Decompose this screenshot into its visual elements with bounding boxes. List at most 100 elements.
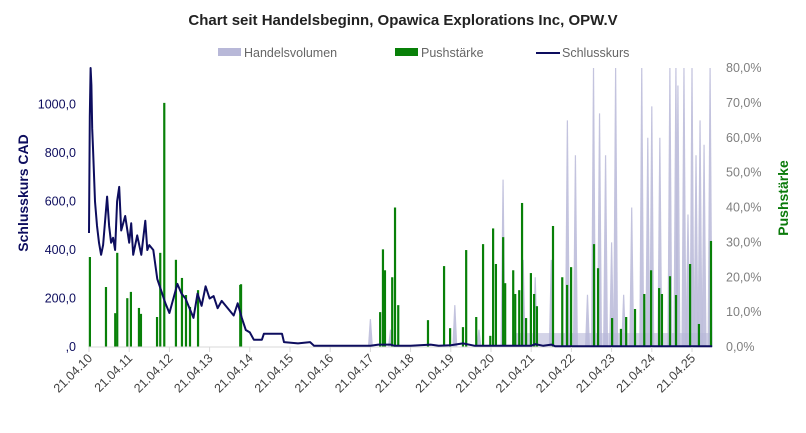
push-bar: [565, 284, 569, 347]
push-bar: [660, 293, 664, 347]
price-line: [88, 67, 713, 348]
push-bar: [114, 313, 117, 347]
right-tick-label: 80,0%: [726, 61, 761, 75]
push-bar: [514, 293, 517, 347]
push-bar: [518, 290, 521, 347]
push-bar: [592, 244, 596, 347]
right-tick-label: 70,0%: [726, 96, 761, 110]
push-bar: [569, 267, 573, 347]
push-bar: [383, 270, 387, 347]
volume-bar: [693, 155, 699, 347]
legend-swatch-push: [395, 48, 418, 56]
volume-bar: [572, 155, 578, 347]
push-bar: [502, 237, 505, 347]
x-tick-label: 21.04.21: [493, 351, 537, 395]
push-bar: [643, 293, 646, 347]
push-bar: [697, 323, 701, 347]
push-bar: [442, 266, 446, 347]
push-bar: [633, 308, 637, 347]
x-tick-label: 21.04.15: [252, 351, 296, 395]
push-bar: [709, 240, 713, 347]
push-bar: [126, 298, 129, 347]
push-bar: [381, 249, 385, 347]
push-bar: [524, 318, 528, 347]
x-tick-label: 21.04.10: [51, 351, 95, 395]
volume-bar: [639, 68, 645, 347]
x-tick-label: 21.04.18: [372, 351, 416, 395]
plot-area: ,0 200,0 400,0 600,0 800,0 1000,0 0,0% 10,0% 20,…: [38, 61, 762, 396]
left-tick-label: 1000,0: [38, 97, 76, 111]
x-tick-label: 21.04.24: [614, 351, 658, 395]
x-tick-label: 21.04.13: [171, 351, 215, 395]
chart-title: Chart seit Handelsbeginn, Opawica Explor…: [188, 12, 617, 29]
x-tick-label: 21.04.25: [654, 351, 698, 395]
push-bar: [668, 276, 672, 347]
volume-bar: [629, 207, 635, 347]
volume-bar: [452, 305, 458, 347]
push-bar: [139, 313, 143, 347]
x-tick-label: 21.04.20: [453, 351, 497, 395]
volume-bar: [613, 68, 619, 347]
push-bar: [475, 317, 478, 347]
push-bar: [155, 317, 159, 347]
push-bar: [174, 259, 178, 347]
left-tick-label: ,0: [66, 340, 76, 354]
push-bar: [88, 257, 92, 347]
volume-bar: [701, 144, 707, 347]
push-bar: [397, 305, 400, 347]
push-bar: [129, 291, 133, 347]
x-tick-label: 21.04.17: [332, 351, 376, 395]
push-bar: [649, 270, 653, 347]
legend-swatch-volume: [218, 48, 241, 56]
x-tick-label: 21.04.23: [573, 351, 617, 395]
push-bar: [137, 307, 141, 347]
right-axis-title: Pushstärke: [775, 160, 791, 236]
volume-bar: [367, 319, 373, 347]
legend-label-volume: Handelsvolumen: [244, 46, 337, 60]
push-bar: [492, 228, 495, 347]
push-bar: [104, 287, 108, 347]
push-bar: [561, 277, 564, 347]
push-bar: [116, 252, 119, 347]
push-bar: [379, 312, 382, 347]
x-tick-label: 21.04.22: [533, 351, 577, 395]
push-bar: [619, 328, 623, 347]
right-tick-label: 0,0%: [726, 340, 755, 354]
x-tick-label: 21.04.11: [92, 351, 136, 395]
push-bar: [159, 252, 162, 347]
x-tick-label: 21.04.16: [292, 351, 336, 395]
push-bar: [489, 335, 492, 347]
push-bar: [481, 244, 485, 347]
push-bar: [512, 270, 515, 347]
volume-bar: [697, 120, 703, 347]
push-bar: [611, 318, 614, 347]
volume-bar: [645, 137, 651, 347]
volume-bar: [681, 68, 687, 347]
push-bar: [504, 283, 507, 347]
push-bar: [625, 317, 628, 347]
push-bar: [426, 320, 430, 347]
left-tick-label: 400,0: [45, 243, 76, 257]
push-bar: [448, 328, 452, 347]
right-tick-label: 20,0%: [726, 270, 761, 284]
push-bar: [461, 327, 465, 347]
push-bar: [391, 277, 394, 347]
right-tick-label: 40,0%: [726, 201, 761, 215]
volume-bar: [603, 155, 609, 347]
push-bar: [196, 290, 200, 347]
push-bar: [465, 250, 468, 347]
push-bar: [529, 273, 532, 347]
push-bar: [535, 306, 539, 347]
push-bar: [180, 277, 184, 347]
left-tick-label: 200,0: [45, 291, 76, 305]
volume-bar: [667, 68, 673, 347]
right-tick-label: 10,0%: [726, 305, 761, 319]
x-tick-label: 21.04.14: [212, 351, 256, 395]
right-tick-label: 50,0%: [726, 166, 761, 180]
push-bar: [674, 295, 678, 347]
push-bar: [658, 288, 661, 347]
push-bar: [188, 306, 192, 347]
right-tick-label: 30,0%: [726, 235, 761, 249]
left-tick-label: 600,0: [45, 194, 76, 208]
